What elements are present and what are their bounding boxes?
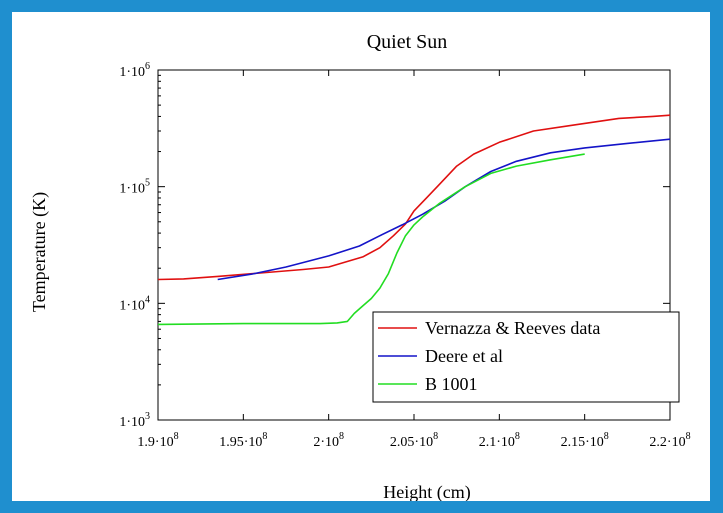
x-tick-label: 1.9·108 (137, 431, 178, 450)
chart-title: Quiet Sun (367, 31, 448, 53)
x-tick-label-exponent: 8 (174, 431, 179, 442)
x-tick-labels: 1.9·108 1.95·108 2·108 2.05·108 2.1·108 2.15·… (137, 431, 690, 450)
y-tick-label-exponent: 3 (145, 411, 150, 422)
legend-label: Vernazza & Reeves data (425, 318, 600, 338)
x-tick-label-mantissa: 2.1·10 (479, 435, 515, 450)
x-tick-label-mantissa: 1.9·10 (137, 435, 173, 450)
y-tick-label-exponent: 4 (145, 294, 150, 305)
x-tick-label-mantissa: 2.2·10 (649, 435, 685, 450)
x-tick-label-mantissa: 1.95·10 (219, 435, 262, 450)
x-tick-label-exponent: 8 (339, 431, 344, 442)
y-tick-label-mantissa: 1·10 (119, 182, 145, 197)
x-tick-label: 2.1·108 (479, 431, 520, 450)
chart: Quiet Sun 1.9·108 1.95·108 2·108 2.05·108 2.… (29, 31, 691, 501)
x-axis-label: Height (cm) (383, 482, 470, 501)
legend-label: B 1001 (425, 374, 478, 394)
x-tick-label: 2.2·108 (649, 431, 690, 450)
x-tick-label-exponent: 8 (604, 431, 609, 442)
x-tick-label-mantissa: 2.15·10 (561, 435, 604, 450)
x-tick-label-exponent: 8 (686, 431, 691, 442)
x-tick-label-mantissa: 2.05·10 (390, 435, 433, 450)
x-tick-label-exponent: 8 (515, 431, 520, 442)
x-tick-label-mantissa: 2·10 (313, 435, 339, 450)
y-axis-label: Temperature (K) (29, 192, 50, 312)
series-lines (157, 114, 671, 326)
y-tick-label-mantissa: 1·10 (119, 298, 145, 313)
x-tick-label: 2.05·108 (390, 431, 438, 450)
legend: Vernazza & Reeves data Deere et al B 1001 (372, 311, 680, 403)
x-tick-label: 1.95·108 (219, 431, 267, 450)
legend-box (372, 311, 680, 403)
series-line-2 (217, 138, 671, 281)
chart-frame: Quiet Sun 1.9·108 1.95·108 2·108 2.05·108 2.… (12, 12, 710, 501)
x-tick-label: 2.15·108 (561, 431, 609, 450)
y-tick-label: 1·105 (119, 178, 150, 197)
y-tick-label: 1·104 (119, 294, 150, 313)
axis-ticks (157, 69, 671, 421)
series-line-1 (157, 114, 671, 281)
y-tick-label: 1·106 (119, 61, 150, 80)
x-tick-label-exponent: 8 (262, 431, 267, 442)
y-tick-label-exponent: 6 (145, 61, 150, 72)
series-line-3 (157, 153, 585, 326)
legend-label: Deere et al (425, 346, 503, 366)
y-tick-label: 1·103 (119, 411, 150, 430)
x-tick-label: 2·108 (313, 431, 344, 450)
y-tick-label-mantissa: 1·10 (119, 65, 145, 80)
y-tick-label-mantissa: 1·10 (119, 415, 145, 430)
x-tick-label-exponent: 8 (433, 431, 438, 442)
y-tick-label-exponent: 5 (145, 178, 150, 189)
